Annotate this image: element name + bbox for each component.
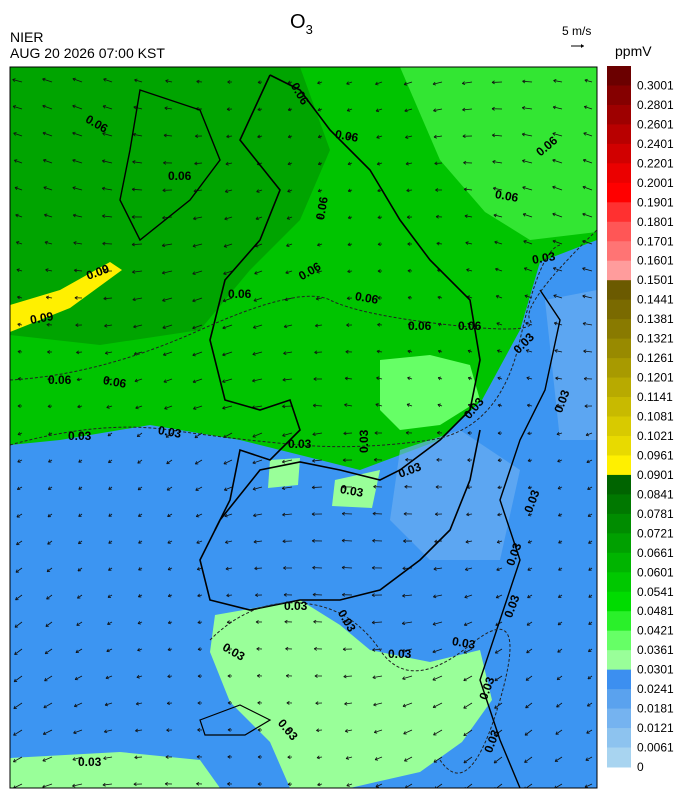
colorbar-label: 0.0301 bbox=[637, 663, 674, 677]
colorbar-swatch bbox=[607, 105, 631, 125]
contour-label: 0.06 bbox=[48, 373, 72, 387]
colorbar-label: 0.0601 bbox=[637, 565, 674, 579]
colorbar-label: 0.0121 bbox=[637, 721, 674, 735]
colorbar-label: 0.0961 bbox=[637, 448, 674, 462]
wind-arrow bbox=[312, 487, 322, 488]
colorbar-swatch bbox=[607, 358, 631, 378]
colorbar-swatch bbox=[607, 280, 631, 300]
colorbar-label: 0.0361 bbox=[637, 643, 674, 657]
colorbar-swatch bbox=[607, 300, 631, 320]
colorbar-label: 0.2401 bbox=[637, 137, 674, 151]
colorbar-label: 0.0781 bbox=[637, 507, 674, 521]
colorbar-swatch bbox=[607, 66, 631, 86]
colorbar-swatch bbox=[607, 592, 631, 612]
wind-scale-arrowhead bbox=[581, 44, 584, 48]
colorbar-swatch bbox=[607, 494, 631, 514]
colorbar-swatch bbox=[607, 455, 631, 475]
colorbar-label: 0.1901 bbox=[637, 195, 674, 209]
colorbar-label: 0.1321 bbox=[637, 332, 674, 346]
colorbar-label: 0.0181 bbox=[637, 702, 674, 716]
colorbar-label: 0.1501 bbox=[637, 273, 674, 287]
colorbar-swatch bbox=[607, 748, 631, 768]
colorbar-label: 0.0061 bbox=[637, 741, 674, 755]
colorbar-swatch bbox=[607, 572, 631, 592]
colorbar-label: 0.1441 bbox=[637, 293, 674, 307]
colorbar-swatch bbox=[607, 670, 631, 690]
title: O3 bbox=[290, 11, 313, 37]
contour-label: 0.03 bbox=[68, 429, 92, 443]
colorbar-swatch bbox=[607, 222, 631, 242]
colorbar-label: 0.0481 bbox=[637, 604, 674, 618]
colorbar-swatch bbox=[607, 650, 631, 670]
colorbar-label: 0.3001 bbox=[637, 78, 674, 92]
contour-label: 0.06 bbox=[168, 169, 192, 183]
colorbar-swatch bbox=[607, 261, 631, 281]
colorbar-swatch bbox=[607, 144, 631, 164]
colorbar-swatch bbox=[607, 689, 631, 709]
wind-arrow bbox=[103, 243, 112, 244]
contour-label: 0.03 bbox=[357, 429, 371, 453]
unit: ppmV bbox=[615, 43, 652, 59]
colorbar-swatch bbox=[607, 319, 631, 339]
wind-scale: 5 m/s bbox=[562, 24, 591, 38]
colorbar-label: 0.1701 bbox=[637, 234, 674, 248]
colorbar-swatch bbox=[607, 728, 631, 748]
colorbar-label: 0.0421 bbox=[637, 624, 674, 638]
colorbar-label: 0.1801 bbox=[637, 215, 674, 229]
colorbar-label: 0.2201 bbox=[637, 156, 674, 170]
colorbar-swatch bbox=[607, 124, 631, 144]
colorbar-swatch bbox=[607, 417, 631, 437]
colorbar-label: 0.0661 bbox=[637, 546, 674, 560]
colorbar-swatch bbox=[607, 378, 631, 398]
agency: NIER bbox=[10, 29, 43, 45]
colorbar-swatch bbox=[607, 397, 631, 417]
contour-label: 0.06 bbox=[408, 319, 432, 333]
timestamp: AUG 20 2026 07:00 KST bbox=[10, 45, 165, 61]
colorbar-label: 0.1081 bbox=[637, 410, 674, 424]
colorbar-swatch bbox=[607, 436, 631, 456]
colorbar-label: 0.2801 bbox=[637, 98, 674, 112]
colorbar-label: 0.1141 bbox=[637, 390, 673, 404]
colorbar-label: 0.1381 bbox=[637, 312, 674, 326]
colorbar-label: 0.2601 bbox=[637, 117, 674, 131]
colorbar-label: 0.1261 bbox=[637, 351, 674, 365]
contour-label: 0.06 bbox=[228, 287, 252, 301]
colorbar-swatch bbox=[607, 202, 631, 222]
colorbar-label: 0.1601 bbox=[637, 254, 674, 268]
contour-label: 0.03 bbox=[284, 599, 308, 613]
colorbar-swatch bbox=[607, 709, 631, 729]
colorbar-label: 0.2001 bbox=[637, 176, 674, 190]
colorbar-swatch bbox=[607, 631, 631, 651]
colorbar-swatch bbox=[607, 475, 631, 495]
colorbar-swatch bbox=[607, 241, 631, 261]
contour-label: 0.03 bbox=[288, 437, 312, 451]
colorbar: 0.3001 0.2801 0.2601 0.2401 0.2201 0.2001 0.19… bbox=[607, 66, 674, 774]
colorbar-label: 0.1201 bbox=[637, 371, 674, 385]
contour-label: 0.03 bbox=[78, 755, 102, 769]
colorbar-label: 0.1021 bbox=[637, 429, 674, 443]
colorbar-swatch bbox=[607, 553, 631, 573]
colorbar-label: 0.0901 bbox=[637, 468, 674, 482]
colorbar-label: 0.0841 bbox=[637, 487, 674, 501]
colorbar-swatch bbox=[607, 339, 631, 359]
colorbar-swatch bbox=[607, 611, 631, 631]
contour-label: 0.06 bbox=[458, 319, 482, 333]
colorbar-label: 0 bbox=[637, 760, 644, 774]
colorbar-label: 0.0241 bbox=[637, 682, 674, 696]
colorbar-swatch bbox=[607, 85, 631, 105]
colorbar-swatch bbox=[607, 533, 631, 553]
colorbar-label: 0.0721 bbox=[637, 526, 674, 540]
colorbar-swatch bbox=[607, 163, 631, 183]
colorbar-swatch bbox=[607, 514, 631, 534]
contour-label: 0.03 bbox=[388, 647, 412, 661]
colorbar-swatch bbox=[607, 183, 631, 203]
colorbar-label: 0.0541 bbox=[637, 585, 674, 599]
